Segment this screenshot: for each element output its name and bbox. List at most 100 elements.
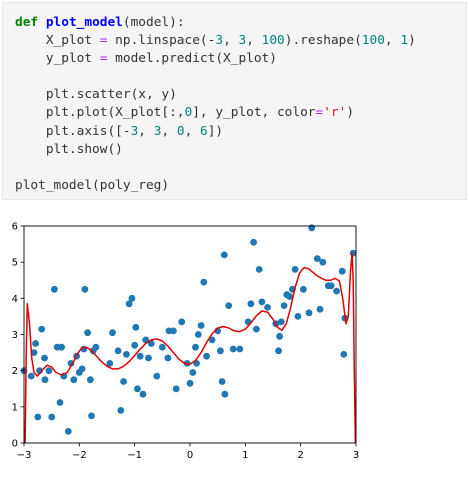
code-token: 3 <box>215 33 224 49</box>
code-token: = <box>99 33 108 49</box>
scatter-point <box>186 379 194 387</box>
scatter-point <box>132 323 140 331</box>
y-tick-label: 5 <box>12 258 18 269</box>
fitted-curve <box>24 252 356 443</box>
code-token: ).reshape( <box>284 33 362 49</box>
code-token: 6 <box>200 123 208 139</box>
code-token: , <box>161 123 177 139</box>
code-token: , <box>223 33 239 49</box>
plot-frame <box>23 225 357 444</box>
code-token: ]) <box>207 123 224 139</box>
scatter-point <box>236 345 244 353</box>
scatter-point <box>34 413 42 421</box>
scatter-point <box>139 390 147 398</box>
scatter-point <box>327 282 335 290</box>
scatter-point <box>189 369 197 376</box>
code-token: plt.plot(X_plot[:, <box>15 105 185 121</box>
code-token: 100 <box>261 33 285 49</box>
scatter-point <box>114 347 122 355</box>
scatter-point <box>319 258 327 266</box>
y-tick-label: 3 <box>12 330 18 341</box>
scatter-point <box>170 327 177 335</box>
code-token: def <box>15 15 39 30</box>
code-token: (model): <box>122 15 185 30</box>
scatter-point <box>164 354 172 362</box>
scatter-point <box>340 351 348 358</box>
scatter-point <box>200 278 208 286</box>
scatter-point <box>58 343 65 351</box>
scatter-point <box>158 343 166 351</box>
scatter-point <box>32 340 39 347</box>
scatter-point <box>48 413 56 421</box>
scatter-point <box>275 347 282 355</box>
scatter-point <box>247 300 255 308</box>
code-token: ) <box>346 105 355 121</box>
scatter-point <box>87 376 94 384</box>
scatter-point <box>225 302 233 309</box>
x-tick-label: −1 <box>127 450 142 461</box>
scatter-point <box>253 325 260 333</box>
scatter-point <box>197 322 205 329</box>
scatter-point <box>218 378 226 385</box>
scatter-point <box>203 352 211 360</box>
scatter-point <box>70 376 78 384</box>
code-token: np.linspace(- <box>107 33 216 49</box>
scatter-point <box>192 343 199 351</box>
code-token: = <box>315 105 324 121</box>
scatter-point <box>64 428 72 435</box>
scatter-point <box>277 318 285 326</box>
code-line: plot_model(poly_reg) <box>15 178 169 193</box>
code-token: 'r' <box>323 105 347 121</box>
code-editor[interactable]: def plot_model(model): X_plot = np.linsp… <box>15 14 416 195</box>
scatter-point <box>30 349 38 356</box>
code-token: 1 <box>400 33 409 49</box>
code-line: plt.axis([-3, 3, 0, 6]) <box>15 124 223 139</box>
x-tick-label: −3 <box>17 450 32 461</box>
scatter-point <box>38 325 46 333</box>
code-token: , <box>138 123 154 139</box>
code-token: 3 <box>153 123 162 139</box>
scatter-point <box>136 352 144 360</box>
scatter-point <box>125 300 133 308</box>
scatter-point <box>286 293 293 300</box>
code-token: , <box>246 33 262 49</box>
scatter-point <box>153 372 161 380</box>
scatter-point <box>117 407 125 414</box>
scatter-point <box>250 238 257 246</box>
scatter-point <box>131 341 139 349</box>
scatter-point <box>294 313 302 320</box>
code-line: plt.show() <box>15 142 123 157</box>
scatter-point <box>221 390 229 398</box>
scatter-point <box>145 354 152 362</box>
code-token: plot_model(poly_reg) <box>15 177 170 193</box>
scatter-plot: −3 −2 −1 0 1 2 3 0 1 2 3 4 5 6 <box>12 222 360 462</box>
scatter-point <box>109 329 116 337</box>
code-cell[interactable]: def plot_model(model): X_plot = np.linsp… <box>2 2 467 200</box>
code-token: X_plot <box>15 33 100 49</box>
output-area: −3 −2 −1 0 1 2 3 0 1 2 3 4 5 6 <box>0 214 469 476</box>
y-tick-label: 4 <box>12 294 18 305</box>
scatter-point <box>27 372 35 380</box>
scatter-points <box>20 224 357 435</box>
y-tick-label: 6 <box>12 222 18 233</box>
code-line: X_plot = np.linspace(-3, 3, 100).reshape… <box>15 33 416 48</box>
scatter-point <box>194 331 202 338</box>
code-token: plt.show() <box>15 141 123 157</box>
scatter-point <box>81 285 89 293</box>
scatter-point <box>128 294 136 302</box>
scatter-point <box>92 343 100 351</box>
code-token: ], y_plot, color <box>192 105 316 121</box>
scatter-point <box>106 360 114 367</box>
code-token <box>38 15 46 30</box>
scatter-point <box>229 345 237 353</box>
code-token: , <box>184 123 200 139</box>
code-token: 0 <box>184 105 193 121</box>
code-token: plt.axis([- <box>15 123 131 139</box>
code-token: 3 <box>238 33 247 49</box>
scatter-point <box>120 378 127 385</box>
scatter-point <box>313 255 321 262</box>
scatter-point <box>258 298 266 306</box>
scatter-point <box>56 399 64 406</box>
y-tick-label: 1 <box>12 402 18 413</box>
y-tick-label: 0 <box>12 439 18 450</box>
